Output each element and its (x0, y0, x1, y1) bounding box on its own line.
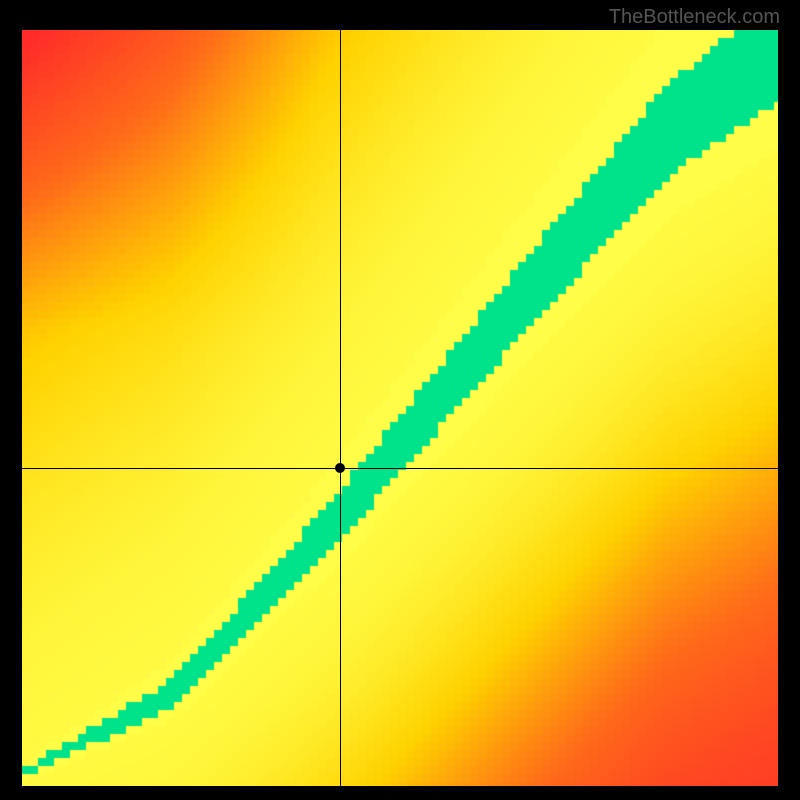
crosshair-horizontal (22, 468, 778, 469)
crosshair-vertical (340, 30, 341, 786)
crosshair-marker (335, 463, 345, 473)
heatmap-canvas (22, 30, 778, 786)
chart-container: TheBottleneck.com (0, 0, 800, 800)
watermark-text: TheBottleneck.com (609, 6, 780, 29)
plot-area (22, 30, 778, 786)
